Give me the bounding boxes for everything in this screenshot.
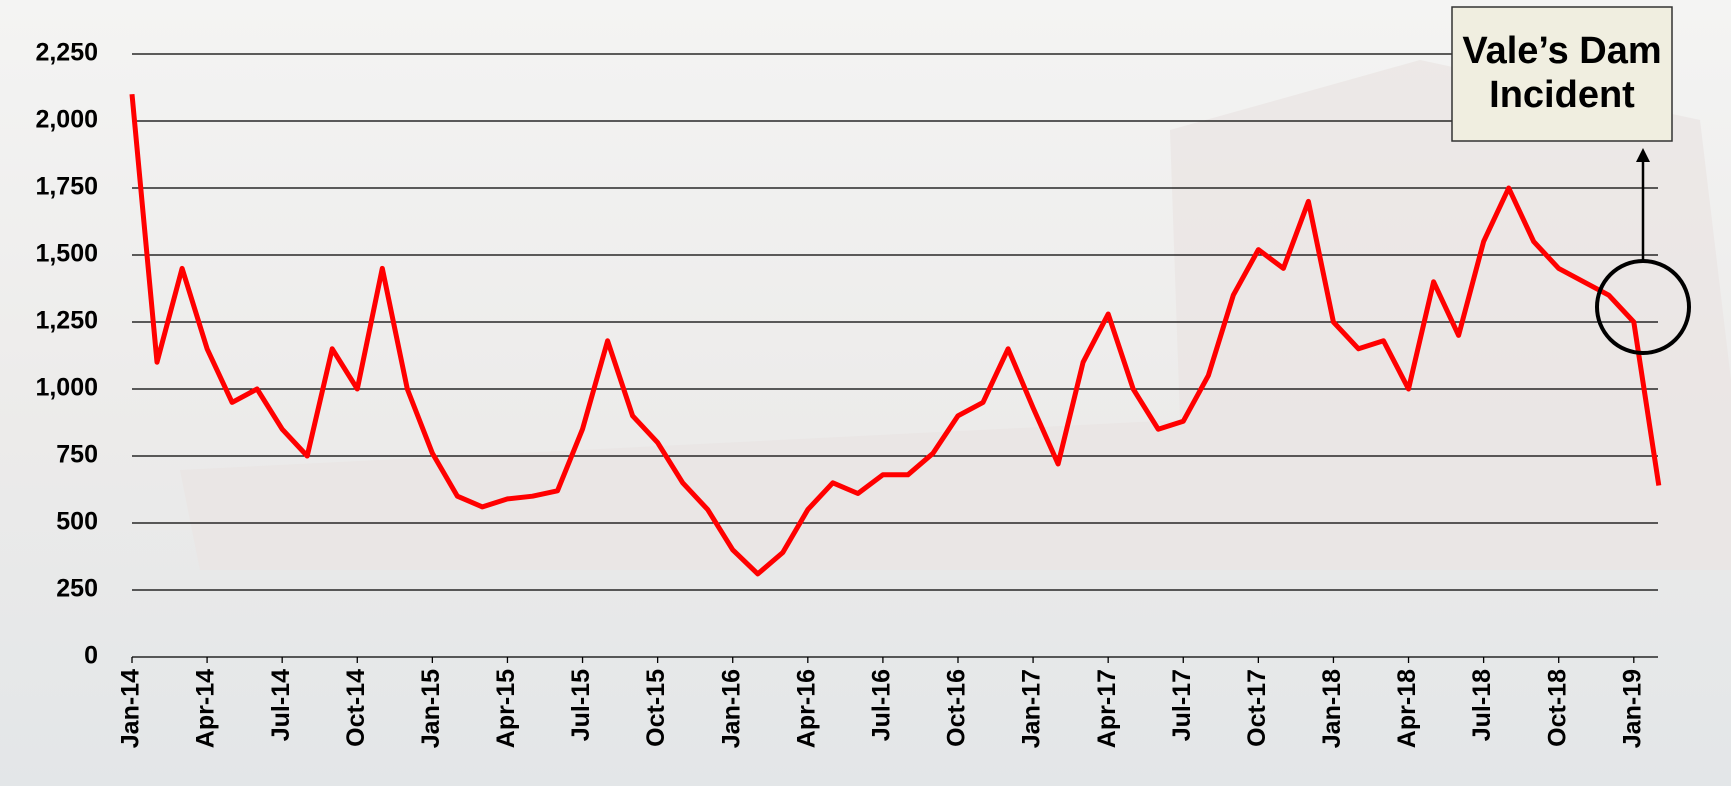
x-tick-label: Oct-18: [1543, 669, 1571, 747]
y-tick-label: 1,000: [35, 374, 98, 402]
x-tick-label: Jan-17: [1018, 669, 1046, 748]
y-tick-label: 250: [56, 575, 98, 603]
x-tick-label: Oct-15: [642, 669, 670, 747]
x-tick-label: Jul-18: [1468, 669, 1496, 741]
x-tick-label: Apr-17: [1093, 669, 1121, 748]
annotation-box: [1451, 6, 1673, 142]
x-tick-label: Oct-16: [943, 669, 971, 747]
x-tick-label: Oct-14: [342, 669, 370, 747]
x-tick-label: Jan-14: [117, 669, 145, 748]
x-tick-label: Apr-16: [792, 669, 820, 748]
y-tick-label: 1,500: [35, 240, 98, 268]
x-tick-label: Jan-16: [717, 669, 745, 748]
y-tick-label: 2,000: [35, 106, 98, 134]
x-tick-label: Jul-17: [1168, 669, 1196, 741]
y-tick-label: 1,250: [35, 307, 98, 335]
x-tick-label: Jan-15: [417, 669, 445, 748]
y-tick-label: 750: [56, 441, 98, 469]
data-line: [129, 93, 1662, 577]
annotation-text: Vale’s Dam Incident: [1462, 30, 1662, 116]
y-tick-label: 0: [84, 642, 98, 670]
x-tick-label: Apr-14: [192, 669, 220, 748]
x-tick-label: Oct-17: [1243, 669, 1271, 747]
x-tick-label: Jan-18: [1318, 669, 1346, 748]
annotation-wrap: Vale’s Dam Incident: [1462, 30, 1662, 116]
annotation: Vale’s Dam Incident: [1451, 6, 1691, 355]
x-tick-label: Apr-15: [492, 669, 520, 748]
y-tick-label: 500: [56, 508, 98, 536]
x-tick-label: Jul-14: [267, 669, 295, 741]
x-tick-label: Jan-19: [1618, 669, 1646, 748]
arrow-head: [1636, 148, 1650, 162]
x-tick-label: Jul-16: [868, 669, 896, 741]
y-tick-label: 2,250: [35, 39, 98, 67]
x-tick-label: Jul-15: [567, 669, 595, 741]
x-tick-label: Apr-18: [1393, 669, 1421, 748]
y-tick-label: 1,750: [35, 173, 98, 201]
